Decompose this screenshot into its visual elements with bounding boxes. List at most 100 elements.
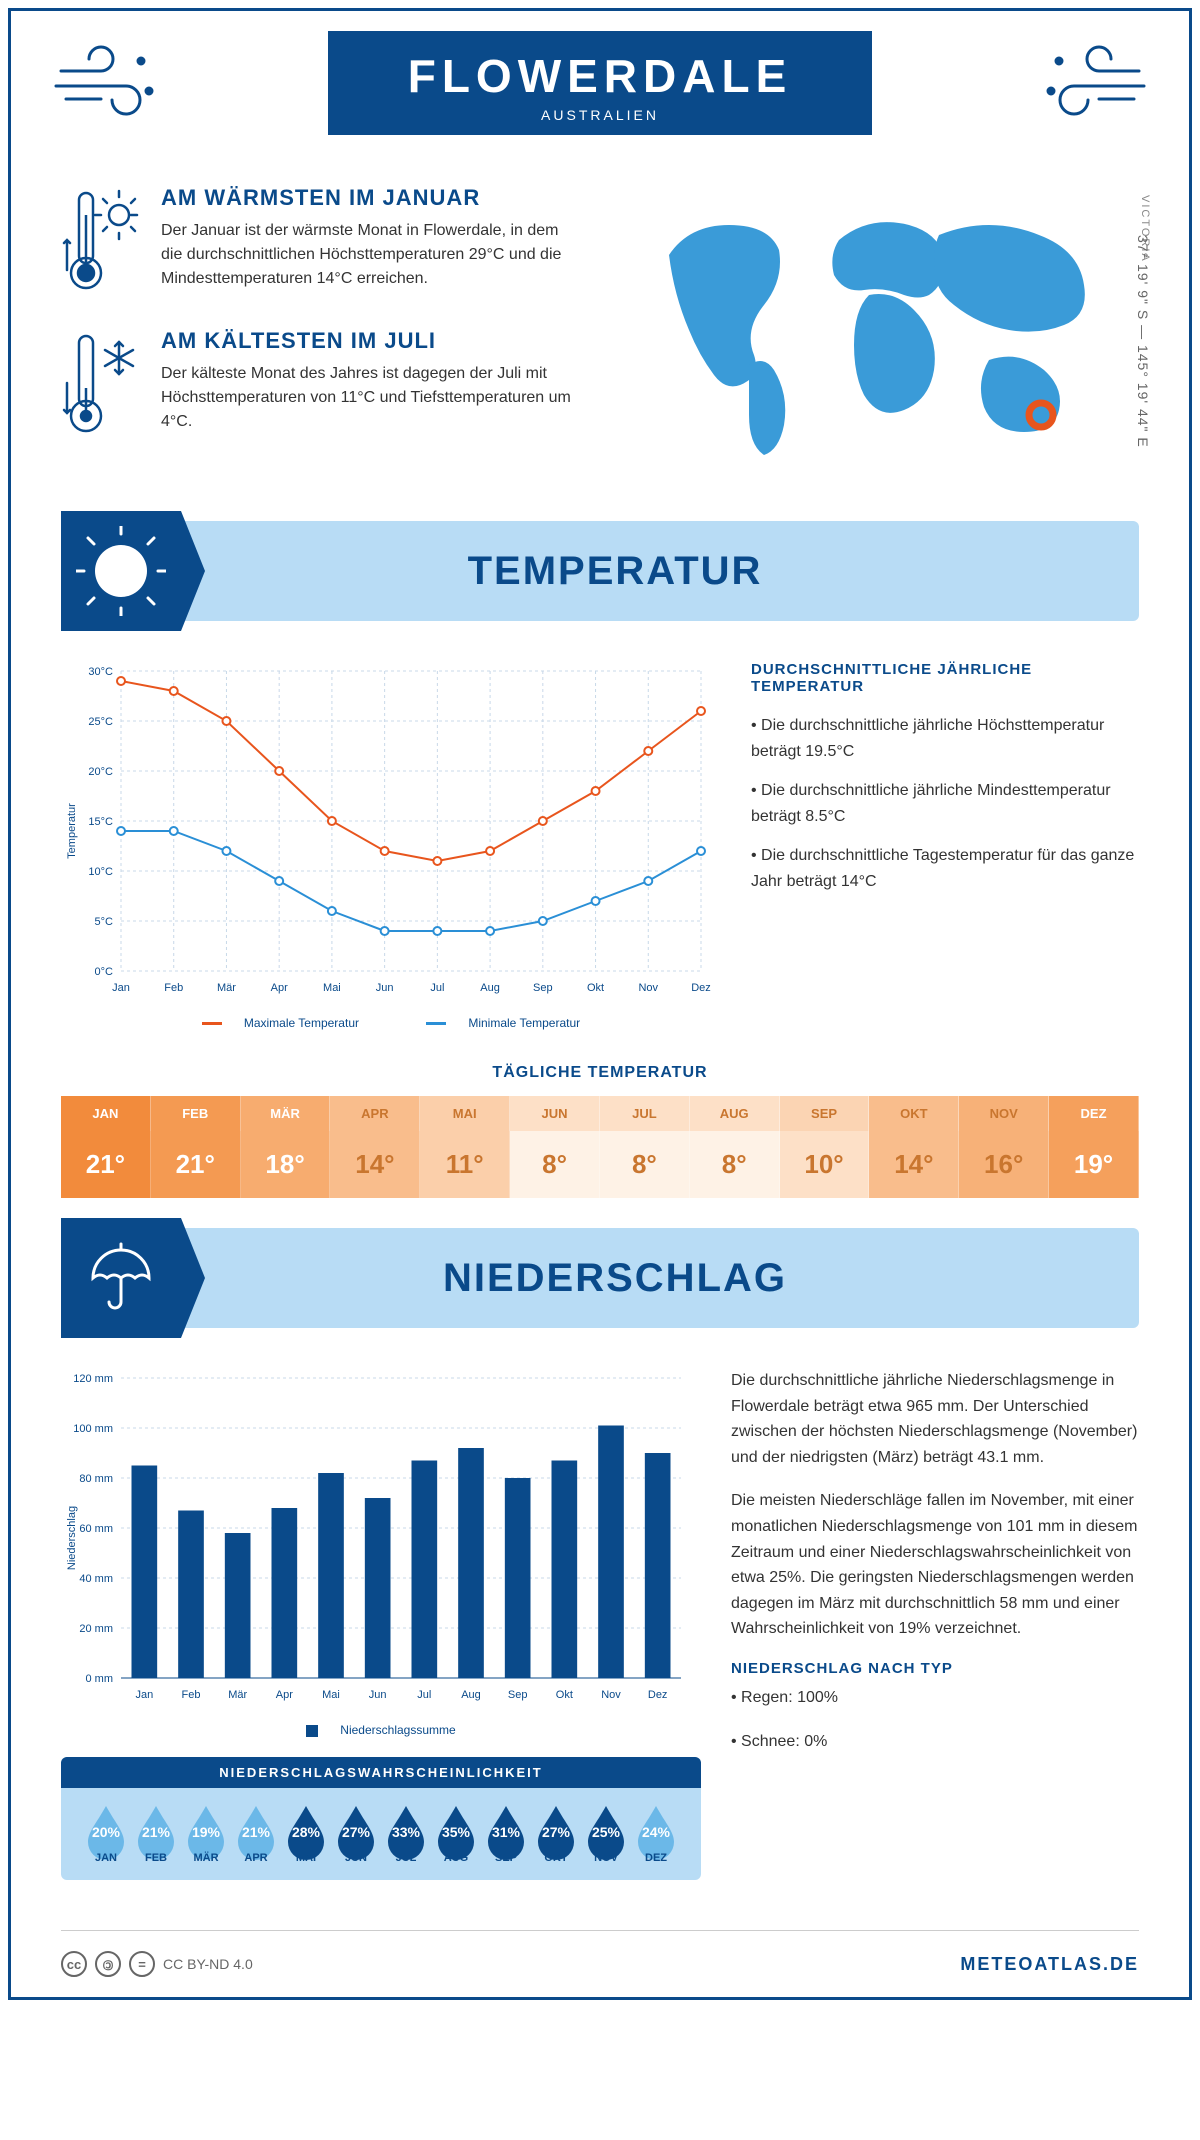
coordinates: 37° 19' 9" S — 145° 19' 44" E	[1135, 235, 1151, 448]
section-title: NIEDERSCHLAG	[211, 1256, 1139, 1301]
probability-drop: 25%NOV	[581, 1802, 631, 1864]
svg-text:Sep: Sep	[508, 1689, 528, 1701]
fact-cold-title: AM KÄLTESTEN IM JULI	[161, 328, 581, 354]
temp-cell: MAI 11°	[420, 1096, 510, 1198]
probability-drop: 19%MÄR	[181, 1802, 231, 1864]
svg-text:Okt: Okt	[587, 982, 604, 994]
probability-drop: 35%AUG	[431, 1802, 481, 1864]
nd-icon: =	[129, 1951, 155, 1977]
fact-coldest: AM KÄLTESTEN IM JULI Der kälteste Monat …	[61, 328, 609, 443]
svg-text:Mai: Mai	[323, 982, 341, 994]
precip-text-1: Die durchschnittliche jährliche Niedersc…	[731, 1368, 1139, 1470]
svg-text:40 mm: 40 mm	[79, 1573, 113, 1585]
temp-cell: NOV 16°	[959, 1096, 1049, 1198]
temp-cell: MÄR 18°	[241, 1096, 331, 1198]
svg-text:Jun: Jun	[376, 982, 394, 994]
wind-icon	[1039, 41, 1149, 126]
legend-max: Maximale Temperatur	[244, 1016, 359, 1030]
svg-text:Apr: Apr	[276, 1689, 293, 1701]
svg-text:Temperatur: Temperatur	[66, 803, 78, 859]
svg-text:0 mm: 0 mm	[86, 1673, 114, 1685]
svg-text:25°C: 25°C	[88, 716, 113, 728]
daily-temp-title: TÄGLICHE TEMPERATUR	[11, 1064, 1189, 1082]
precip-legend: Niederschlagssumme	[61, 1723, 701, 1737]
svg-text:Okt: Okt	[556, 1689, 573, 1701]
probability-drop: 27%JUN	[331, 1802, 381, 1864]
svg-text:Apr: Apr	[271, 982, 288, 994]
section-temperature: TEMPERATUR	[61, 521, 1139, 621]
svg-text:20 mm: 20 mm	[79, 1623, 113, 1635]
probability-drop: 24%DEZ	[631, 1802, 681, 1864]
temp-cell: APR 14°	[330, 1096, 420, 1198]
precipitation-chart: 0 mm20 mm40 mm60 mm80 mm100 mm120 mmNied…	[61, 1368, 701, 1880]
license-text: CC BY-ND 4.0	[163, 1956, 253, 1972]
by-icon: 🄯	[95, 1951, 121, 1977]
fact-warm-title: AM WÄRMSTEN IM JANUAR	[161, 185, 581, 211]
probability-drop: 21%FEB	[131, 1802, 181, 1864]
fact-cold-text: Der kälteste Monat des Jahres ist dagege…	[161, 362, 581, 434]
fact-warm-text: Der Januar ist der wärmste Monat in Flow…	[161, 219, 581, 291]
probability-drop: 27%OKT	[531, 1802, 581, 1864]
probability-drop: 31%SEP	[481, 1802, 531, 1864]
svg-text:Jun: Jun	[369, 1689, 387, 1701]
probability-drop: 28%MAI	[281, 1802, 331, 1864]
svg-text:Sep: Sep	[533, 982, 553, 994]
svg-text:Feb: Feb	[164, 982, 183, 994]
legend-precip: Niederschlagssumme	[340, 1723, 455, 1737]
temp-cell: JUL 8°	[600, 1096, 690, 1198]
svg-text:Nov: Nov	[638, 982, 658, 994]
svg-text:10°C: 10°C	[88, 866, 113, 878]
svg-text:Dez: Dez	[691, 982, 711, 994]
title-banner: FLOWERDALE AUSTRALIEN	[328, 31, 873, 135]
temp-cell: JUN 8°	[510, 1096, 600, 1198]
city-name: FLOWERDALE	[408, 49, 793, 103]
header: FLOWERDALE AUSTRALIEN	[11, 11, 1189, 175]
temp-legend: Maximale Temperatur Minimale Temperatur	[61, 1016, 721, 1030]
brand: METEOATLAS.DE	[960, 1954, 1139, 1975]
svg-text:Jan: Jan	[112, 982, 130, 994]
svg-text:0°C: 0°C	[95, 966, 114, 978]
sun-icon	[61, 511, 181, 631]
precip-text-2: Die meisten Niederschläge fallen im Nove…	[731, 1488, 1139, 1642]
wind-icon	[51, 41, 161, 126]
probability-drop: 33%JUL	[381, 1802, 431, 1864]
legend-min: Minimale Temperatur	[468, 1016, 580, 1030]
svg-text:Dez: Dez	[648, 1689, 668, 1701]
temperature-chart: 0°C 5°C 10°C 15°C 20°C 25°C 30°C Jan Feb Mär Apr Ma…	[61, 661, 721, 1030]
annual-b2: • Die durchschnittliche jährliche Mindes…	[751, 778, 1139, 829]
probability-drop: 21%APR	[231, 1802, 281, 1864]
svg-text:20°C: 20°C	[88, 766, 113, 778]
world-map: VICTORIA 37° 19' 9" S — 145° 19' 44" E	[639, 185, 1139, 471]
country-name: AUSTRALIEN	[408, 107, 793, 123]
svg-text:60 mm: 60 mm	[79, 1523, 113, 1535]
temp-cell: DEZ 19°	[1049, 1096, 1139, 1198]
temp-cell: OKT 14°	[869, 1096, 959, 1198]
svg-text:5°C: 5°C	[95, 916, 114, 928]
precip-by-type-2: • Schnee: 0%	[731, 1729, 1139, 1755]
svg-text:Niederschlag: Niederschlag	[66, 1506, 78, 1570]
precip-by-type-1: • Regen: 100%	[731, 1685, 1139, 1711]
svg-text:Jan: Jan	[135, 1689, 153, 1701]
annual-temp-title: DURCHSCHNITTLICHE JÄHRLICHE TEMPERATUR	[751, 661, 1139, 695]
probability-title: NIEDERSCHLAGSWAHRSCHEINLICHKEIT	[61, 1757, 701, 1788]
probability-box: NIEDERSCHLAGSWAHRSCHEINLICHKEIT 20%JAN 2…	[61, 1757, 701, 1880]
svg-text:Mär: Mär	[217, 982, 236, 994]
daily-temp-table: JAN 21°FEB 21°MÄR 18°APR 14°MAI 11°JUN 8…	[61, 1096, 1139, 1198]
section-precipitation: NIEDERSCHLAG	[61, 1228, 1139, 1328]
svg-text:Jul: Jul	[430, 982, 444, 994]
svg-text:Aug: Aug	[480, 982, 500, 994]
svg-text:80 mm: 80 mm	[79, 1473, 113, 1485]
svg-text:15°C: 15°C	[88, 816, 113, 828]
footer: cc 🄯 = CC BY-ND 4.0 METEOATLAS.DE	[61, 1930, 1139, 1997]
thermometer-snow-icon	[61, 328, 141, 443]
svg-text:Nov: Nov	[601, 1689, 621, 1701]
svg-text:100 mm: 100 mm	[73, 1423, 113, 1435]
annual-b1: • Die durchschnittliche jährliche Höchst…	[751, 713, 1139, 764]
svg-text:Aug: Aug	[461, 1689, 481, 1701]
svg-text:Mär: Mär	[228, 1689, 247, 1701]
svg-text:30°C: 30°C	[88, 666, 113, 678]
temp-cell: FEB 21°	[151, 1096, 241, 1198]
svg-text:Jul: Jul	[417, 1689, 431, 1701]
temp-cell: SEP 10°	[780, 1096, 870, 1198]
temp-cell: JAN 21°	[61, 1096, 151, 1198]
